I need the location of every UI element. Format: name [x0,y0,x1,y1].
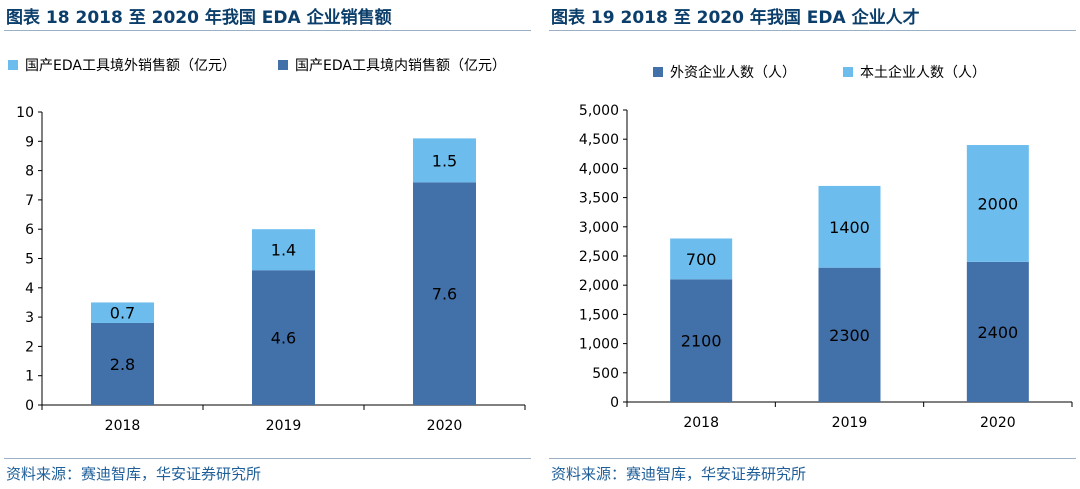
bar-chart-talent: 0 500 1,000 1,500 2,000 2,500 3,000 3,500 4,000 4… [579,103,1073,431]
x-tick-label: 2018 [683,415,719,431]
legend-swatch [843,67,853,77]
chart-title: 图表 19 2018 至 2020 年我国 EDA 企业人才 [551,8,920,28]
bar-segment [91,322,154,405]
data-label: 2000 [977,194,1018,213]
y-tick-label: 3,000 [579,220,619,236]
y-tick-label: 2 [25,339,34,355]
y-tick-label: 0 [25,398,34,414]
bar-segment [966,261,1029,402]
bar-segment [91,302,154,323]
y-tick-label: 1 [25,369,34,385]
title-divider [549,30,1076,31]
legend-item-local-staff: 本土企业人数（人） [843,62,986,82]
x-tick-label: 2020 [980,415,1016,431]
legend-swatch [653,67,663,77]
source-divider [4,458,531,459]
source-divider [549,458,1076,459]
data-label: 2100 [681,332,722,351]
y-tick-label: 2,500 [579,249,619,265]
bar-segment [966,145,1029,262]
y-tick-label: 9 [25,134,34,150]
bar-segment [252,229,315,271]
x-tick-label: 2020 [427,418,463,434]
bar-segment [670,238,733,280]
data-label: 1.5 [432,151,457,170]
y-tick-label: 1,500 [579,307,619,323]
legend-item-overseas-sales: 国产EDA工具境外销售额（亿元） [8,55,236,75]
x-tick-label: 2018 [105,418,141,434]
data-label: 1.4 [271,241,296,260]
bar-segment [670,279,733,402]
legend-swatch [8,60,18,70]
x-tick-label: 2019 [832,415,868,431]
y-tick-label: 1,000 [579,337,619,353]
data-label: 7.6 [432,285,457,304]
bar-segment [413,182,476,405]
y-tick-label: 0 [610,395,619,411]
chart-panel-talent: 图表 19 2018 至 2020 年我国 EDA 企业人才 外资企业人数（人）… [545,0,1080,489]
data-label: 0.7 [110,304,135,323]
title-divider [4,30,531,31]
source-note: 资料来源：赛迪智库，华安证券研究所 [551,465,807,483]
y-tick-label: 4 [25,281,34,297]
y-tick-label: 10 [16,105,34,121]
y-tick-label: 7 [25,193,34,209]
bar-chart-sales: 0 1 2 3 4 5 6 7 8 9 10 2.8 0.7 2018 4.6 1.4 2019 7.6 1.5 20… [16,105,526,434]
legend-label: 外资企业人数（人） [670,65,796,81]
y-tick-label: 5,000 [579,103,619,119]
data-label: 2.8 [110,355,135,374]
bar-segment [818,185,881,268]
y-tick-label: 2,000 [579,278,619,294]
y-tick-label: 3 [25,310,34,326]
y-tick-label: 5 [25,252,34,268]
data-label: 4.6 [271,329,296,348]
chart-title: 图表 18 2018 至 2020 年我国 EDA 企业销售额 [6,8,392,28]
legend-item-domestic-sales: 国产EDA工具境内销售额（亿元） [278,55,506,75]
bar-segment [252,270,315,405]
data-label: 2300 [829,326,870,345]
y-tick-label: 4,000 [579,161,619,177]
legend-label: 本土企业人数（人） [860,65,986,81]
legend-item-foreign-staff: 外资企业人数（人） [653,62,796,82]
y-tick-label: 500 [592,366,619,382]
y-tick-label: 8 [25,164,34,180]
y-tick-label: 4,500 [579,132,619,148]
bar-segment [413,138,476,183]
y-tick-label: 6 [25,222,34,238]
data-label: 700 [686,250,717,269]
source-note: 资料来源：赛迪智库，华安证券研究所 [6,465,262,483]
data-label: 1400 [829,218,870,237]
chart-panel-sales: 图表 18 2018 至 2020 年我国 EDA 企业销售额 国产EDA工具境… [0,0,535,489]
legend-swatch [278,60,288,70]
y-tick-label: 3,500 [579,191,619,207]
x-tick-label: 2019 [266,418,302,434]
legend-label: 国产EDA工具境外销售额（亿元） [25,58,236,74]
legend-label: 国产EDA工具境内销售额（亿元） [295,58,506,74]
data-label: 2400 [977,323,1018,342]
bar-segment [818,267,881,402]
